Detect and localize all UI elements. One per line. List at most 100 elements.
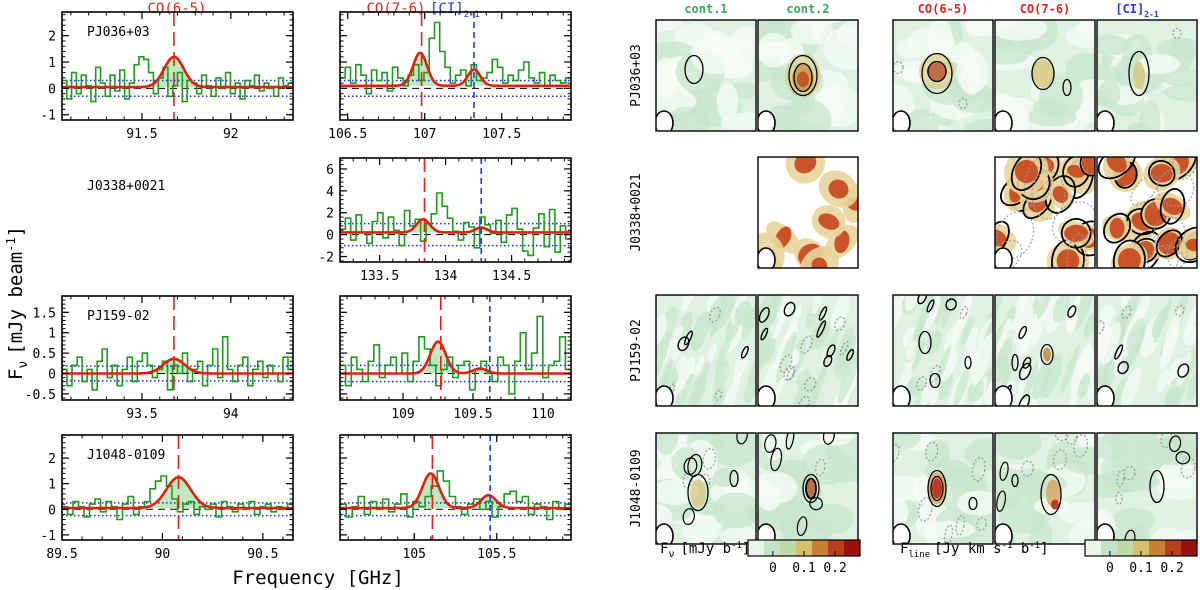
map-area <box>893 433 993 544</box>
map-panel-1-1 <box>757 156 859 269</box>
map-emission <box>1056 249 1080 268</box>
colorbar-segment <box>764 540 773 556</box>
map-texture <box>996 333 1006 353</box>
map-contour-negative <box>1153 216 1186 249</box>
map-col-label: cont.2 <box>786 2 829 16</box>
map-texture <box>670 338 683 361</box>
map-texture <box>940 348 958 381</box>
map-frame <box>757 294 859 407</box>
map-contour <box>1148 159 1176 187</box>
map-contour <box>729 469 739 488</box>
map-contour <box>683 330 693 346</box>
map-emission <box>1051 499 1059 510</box>
map-texture <box>780 300 792 323</box>
map-texture <box>893 496 909 529</box>
map-emission <box>1117 248 1141 268</box>
map-texture <box>1117 295 1140 343</box>
map-contour-negative <box>1073 434 1089 458</box>
map-texture <box>964 437 993 471</box>
y-tick-label: 0 <box>48 503 56 518</box>
map-contour <box>927 469 947 508</box>
map-texture <box>715 327 734 373</box>
map-texture <box>1120 367 1142 406</box>
y-tick-label: 6 <box>326 163 334 178</box>
map-panel-0-4 <box>1096 19 1198 132</box>
map-texture <box>996 337 1013 373</box>
header-co76: CO(7-6) <box>366 1 425 17</box>
map-contour-negative <box>1172 27 1182 40</box>
x-ticks: 93.5 94 <box>70 296 285 422</box>
map-area <box>656 295 756 406</box>
map-frame <box>757 19 859 132</box>
map-texture <box>809 320 826 350</box>
colorbar-cont-label-unit: [mJy b <box>680 541 731 557</box>
plot-area <box>340 435 571 540</box>
map-texture <box>779 98 832 131</box>
map-texture <box>823 25 858 70</box>
map-texture <box>1126 318 1146 355</box>
source-label: J0338+0021 <box>87 179 165 194</box>
map-contour <box>1010 157 1043 192</box>
map-texture <box>1036 295 1057 320</box>
y-ticks: -1 0 1 2 <box>40 14 293 124</box>
map-texture <box>904 295 921 312</box>
map-contour-negative <box>1066 233 1087 268</box>
map-emission <box>1081 157 1095 175</box>
y-tick-label: -1 <box>40 529 56 544</box>
map-emission <box>1150 164 1173 183</box>
map-emission <box>794 157 817 174</box>
map-contour-negative <box>976 517 987 531</box>
map-contour <box>788 54 818 97</box>
map-contour-negative <box>958 97 968 110</box>
map-panel-3-0 <box>655 432 757 545</box>
map-contour-negative <box>924 441 939 462</box>
map-contour <box>823 354 833 368</box>
y-tick-label: -2 <box>318 251 334 266</box>
map-contour-negative <box>1116 469 1125 487</box>
map-contour <box>996 490 1007 512</box>
map-row-label: J0338+0021 <box>629 173 644 251</box>
map-contour <box>796 516 808 537</box>
y-ticks <box>340 299 571 399</box>
y-axis-label-sub: ν <box>16 361 31 369</box>
map-contour <box>1067 305 1077 318</box>
y-tick-label: 2 <box>48 452 56 467</box>
x-tick-label: 105 <box>403 547 426 562</box>
map-frame <box>994 19 1096 132</box>
map-texture <box>1165 388 1181 406</box>
colorbar-segment <box>804 540 813 556</box>
spectrum-histogram <box>340 21 571 95</box>
map-area <box>1097 157 1197 268</box>
map-texture <box>905 340 918 361</box>
map-contour-negative <box>786 365 796 381</box>
map-texture <box>763 337 776 366</box>
fit-line <box>62 475 293 510</box>
map-texture <box>1060 344 1080 395</box>
map-contour-negative <box>1054 433 1069 442</box>
map-texture <box>1065 295 1081 331</box>
colorbar-segment <box>1189 540 1198 556</box>
map-contour-negative <box>893 60 904 75</box>
map-contour <box>760 327 769 341</box>
map-contour <box>1168 435 1182 453</box>
plot-area <box>340 296 571 400</box>
map-emission <box>834 230 850 254</box>
header-co65: CO(6-5) <box>147 1 206 17</box>
fit-line <box>340 217 571 234</box>
map-texture <box>1183 325 1197 346</box>
map-texture <box>1099 322 1121 365</box>
x-tick-label: 105.5 <box>477 547 516 562</box>
map-contour-negative <box>714 389 723 401</box>
map-emission <box>690 479 706 508</box>
fit-fill <box>62 477 293 508</box>
map-contour <box>1018 325 1028 340</box>
panel-frame <box>339 157 572 263</box>
map-texture <box>716 295 737 330</box>
map-texture <box>743 377 756 404</box>
map-panel-3-1 <box>757 432 859 545</box>
map-panel-3-3 <box>994 432 1096 545</box>
map-contour <box>999 461 1009 481</box>
map-texture <box>712 468 740 488</box>
map-contour-negative <box>917 496 933 522</box>
map-texture <box>1022 359 1039 402</box>
